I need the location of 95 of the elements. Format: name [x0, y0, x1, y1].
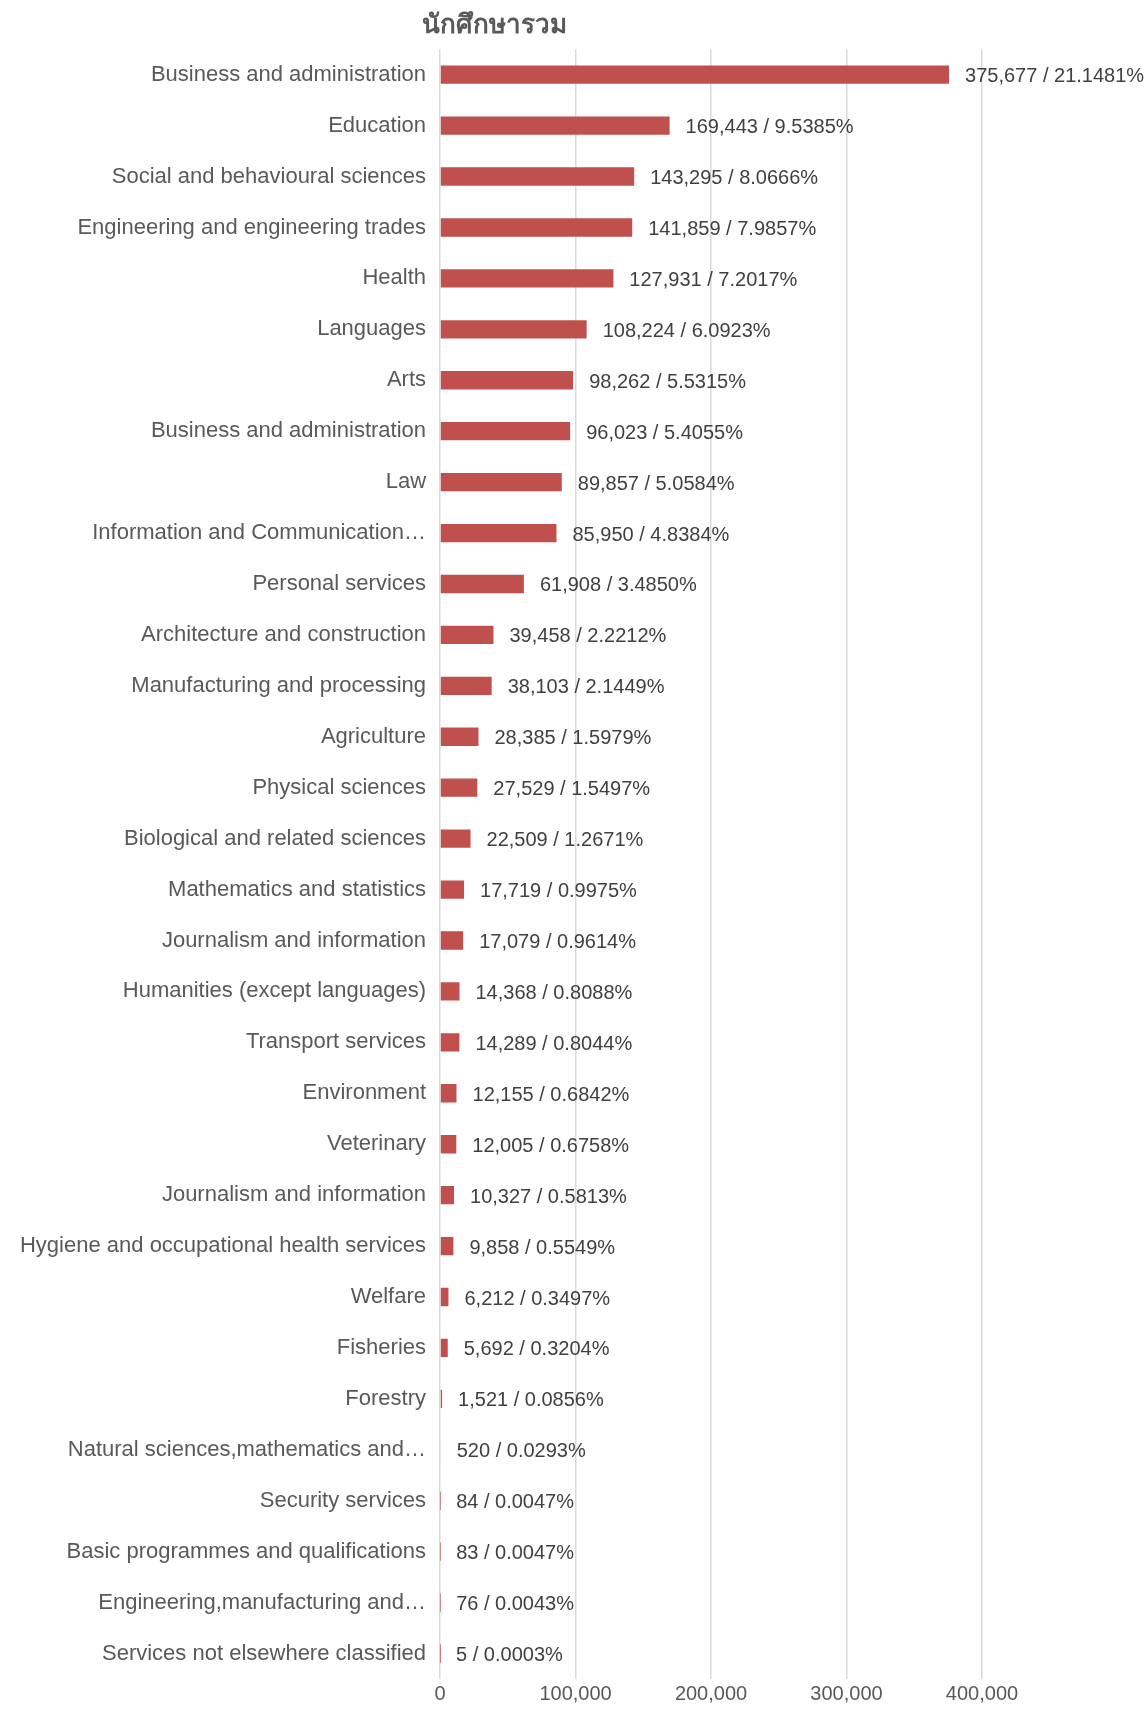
x-tick-label: 0 — [434, 1681, 446, 1704]
y-tick-label: Health — [362, 264, 427, 290]
data-label: 14,289 / 0.8044% — [475, 1031, 633, 1054]
data-label: 141,859 / 7.9857% — [648, 216, 817, 239]
y-tick-label: Environment — [302, 1079, 427, 1105]
data-label: 39,458 / 2.2212% — [509, 624, 667, 647]
y-tick-label: Basic programmes and qualifications — [66, 1537, 427, 1563]
bar — [440, 931, 464, 950]
y-tick-label: Physical sciences — [252, 773, 427, 799]
bar — [440, 1185, 455, 1205]
data-label: 520 / 0.0293% — [456, 1439, 586, 1462]
y-tick-label: Journalism and information — [161, 1181, 427, 1207]
bar — [440, 167, 635, 186]
y-tick-label: Veterinary — [326, 1130, 427, 1156]
data-label: 12,005 / 0.6758% — [472, 1133, 630, 1156]
y-tick-label: Personal services — [252, 570, 427, 596]
y-tick-label: Agriculture — [320, 722, 427, 748]
x-tick-label: 100,000 — [539, 1681, 612, 1704]
y-tick-label: Business and administration — [150, 417, 427, 443]
data-label: 38,103 / 2.1449% — [507, 675, 665, 698]
bar — [440, 829, 471, 848]
data-label: 127,931 / 7.2017% — [629, 267, 798, 290]
data-label: 96,023 / 5.4055% — [586, 420, 744, 443]
bar — [440, 269, 614, 288]
y-tick-label: Languages — [317, 315, 427, 341]
bar — [440, 1135, 457, 1154]
bar — [440, 574, 524, 594]
x-tick-label: 300,000 — [810, 1681, 883, 1704]
x-tick-label: 200,000 — [674, 1681, 748, 1704]
data-label: 98,262 / 5.5315% — [589, 369, 747, 392]
y-tick-label: Hygiene and occupational health services — [19, 1232, 427, 1258]
data-label: 5 / 0.0003% — [456, 1643, 563, 1666]
data-label: 85,950 / 4.8384% — [572, 522, 730, 545]
y-tick-label: Education — [328, 111, 427, 137]
y-tick-label: Journalism and information — [161, 926, 427, 952]
bar — [440, 523, 557, 543]
bar — [440, 676, 492, 696]
bar — [440, 218, 633, 237]
bar — [440, 1236, 454, 1256]
bar — [440, 880, 465, 899]
y-tick-label: Fisheries — [336, 1334, 427, 1360]
y-tick-label: Biological and related sciences — [123, 824, 427, 850]
bar — [440, 320, 587, 339]
data-label: 83 / 0.0047% — [456, 1541, 575, 1564]
bar — [440, 116, 670, 135]
bar — [440, 982, 460, 1001]
bar — [440, 625, 494, 645]
data-label: 108,224 / 6.0923% — [602, 318, 771, 341]
bar — [440, 472, 562, 492]
data-label: 12,155 / 0.6842% — [472, 1082, 630, 1105]
x-tick-label: 400,000 — [945, 1681, 1019, 1704]
data-label: 17,719 / 0.9975% — [480, 879, 638, 902]
y-tick-label: Welfare — [350, 1283, 427, 1309]
y-tick-label: Services not elsewhere classified — [101, 1639, 427, 1665]
data-label: 143,295 / 8.0666% — [650, 166, 819, 189]
y-tick-label: Mathematics and statistics — [168, 875, 427, 901]
bar — [440, 778, 478, 797]
data-label: 17,079 / 0.9614% — [479, 930, 637, 953]
bar — [440, 422, 571, 441]
data-label: 375,677 / 21.1481% — [965, 64, 1145, 87]
bar — [440, 1084, 457, 1103]
y-tick-label: Manufacturing and processing — [131, 671, 427, 697]
data-label: 14,368 / 0.8088% — [475, 980, 633, 1003]
y-tick-label: Arts — [386, 366, 427, 392]
y-tick-label: Natural sciences,mathematics and… — [67, 1435, 427, 1461]
data-label: 76 / 0.0043% — [456, 1592, 575, 1615]
y-tick-label: Security services — [259, 1486, 427, 1512]
y-tick-label: Humanities (except languages) — [122, 977, 427, 1003]
data-label: 28,385 / 1.5979% — [494, 726, 652, 749]
y-tick-label: Forestry — [345, 1384, 427, 1410]
y-tick-label: Architecture and construction — [141, 620, 427, 646]
bar — [440, 1338, 448, 1358]
y-tick-label: Engineering,manufacturing and… — [98, 1588, 427, 1614]
data-label: 27,529 / 1.5497% — [493, 777, 651, 800]
bar — [440, 65, 950, 84]
data-label: 84 / 0.0047% — [456, 1490, 575, 1513]
data-label: 5,692 / 0.3204% — [463, 1337, 610, 1360]
y-tick-label: Social and behavioural sciences — [111, 162, 427, 188]
y-tick-label: Information and Communication… — [92, 519, 427, 545]
y-tick-label: Transport services — [245, 1028, 427, 1054]
data-label: 169,443 / 9.5385% — [685, 115, 854, 138]
data-label: 61,908 / 3.4850% — [539, 573, 697, 596]
y-tick-label: Business and administration — [150, 60, 427, 86]
data-label: 89,857 / 5.0584% — [577, 471, 735, 494]
data-label: 6,212 / 0.3497% — [464, 1286, 611, 1309]
y-tick-label: Engineering and engineering trades — [77, 213, 427, 239]
data-label: 9,858 / 0.5549% — [469, 1235, 616, 1258]
data-label: 1,521 / 0.0856% — [458, 1388, 604, 1411]
bar — [440, 1033, 460, 1052]
bar — [440, 371, 574, 390]
chart-title: นักศึกษารวม — [421, 8, 567, 39]
bar — [440, 727, 479, 746]
data-label: 22,509 / 1.2671% — [486, 828, 644, 851]
data-label: 10,327 / 0.5813% — [470, 1184, 628, 1207]
y-tick-label: Law — [385, 468, 427, 494]
